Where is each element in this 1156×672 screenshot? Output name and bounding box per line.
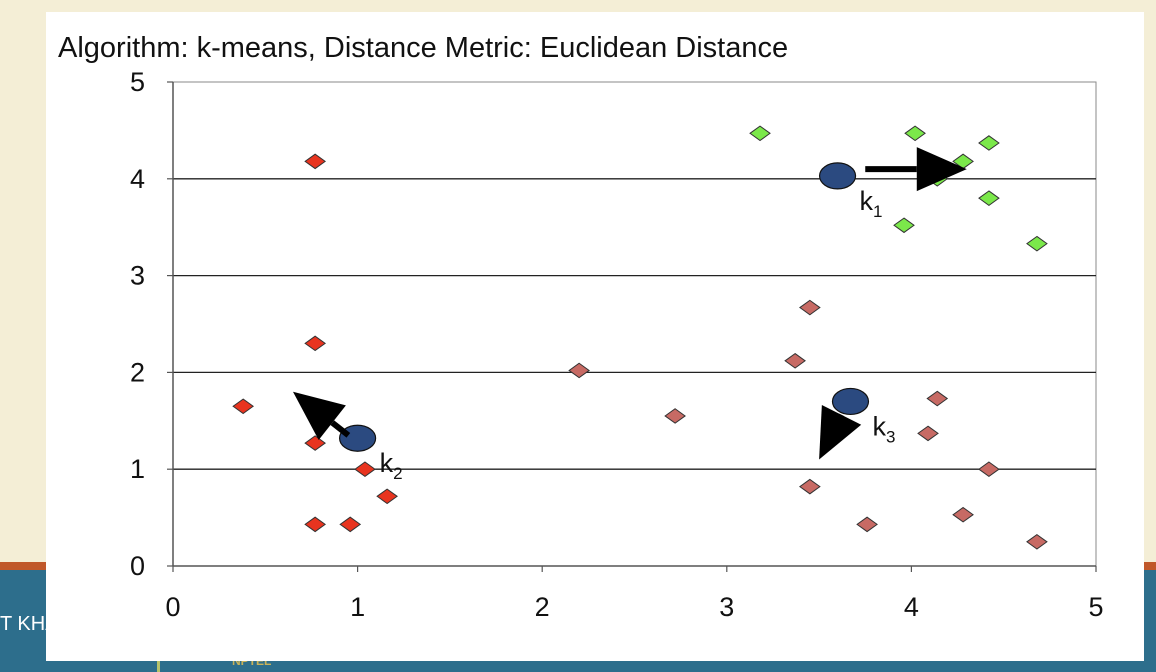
arrow-head <box>292 391 346 440</box>
green-data-point <box>904 125 926 142</box>
x-tick-label: 2 <box>535 592 550 622</box>
y-tick-label: 4 <box>130 164 145 194</box>
brown-data-point <box>799 299 821 316</box>
slide-card: Algorithm: k-means, Distance Metric: Euc… <box>46 12 1144 661</box>
red-data-point <box>232 398 255 415</box>
slide-title: Algorithm: k-means, Distance Metric: Euc… <box>58 32 789 64</box>
red-data-point <box>376 488 398 505</box>
x-tick-label: 3 <box>719 592 734 622</box>
brown-data-point <box>1026 533 1048 550</box>
brown-data-point <box>926 390 949 407</box>
y-tick-label: 0 <box>130 551 145 581</box>
green-data-point <box>1026 235 1048 252</box>
arrow-head <box>819 404 862 460</box>
brown-data-point <box>856 516 878 533</box>
scatter-chart: 0 1 2 3 4 5 0 1 2 3 4 5 k1 k2 k3 <box>130 67 1104 622</box>
red-data-point <box>304 153 326 170</box>
brown-data-point <box>952 506 974 523</box>
centroid-label: k1 <box>860 186 883 221</box>
background-left-text: T KHA <box>0 613 59 635</box>
y-tick-label: 1 <box>130 454 145 484</box>
brown-data-point <box>664 408 686 424</box>
brown-data-point <box>799 478 821 495</box>
red-data-point <box>304 335 326 352</box>
centroid-label: k3 <box>872 411 895 446</box>
centroid-marker <box>818 162 857 190</box>
x-tick-label: 1 <box>350 592 365 622</box>
x-tick-label: 5 <box>1088 592 1103 622</box>
y-tick-label: 2 <box>130 357 145 387</box>
brown-data-point <box>917 425 939 442</box>
green-data-point <box>978 135 1000 151</box>
brown-data-point <box>978 461 1000 478</box>
y-tick-label: 3 <box>130 261 145 291</box>
x-tick-label: 4 <box>904 592 919 622</box>
red-data-point <box>304 435 326 451</box>
red-data-point <box>339 516 362 533</box>
plot-frame <box>172 81 1097 567</box>
brown-data-point <box>784 352 806 369</box>
centroid-label: k2 <box>380 448 403 483</box>
x-tick-label: 0 <box>165 592 180 622</box>
brown-data-point <box>568 362 590 379</box>
red-data-point <box>354 461 376 478</box>
green-data-point <box>893 217 915 234</box>
arrow-shaft <box>330 420 351 438</box>
green-data-point <box>978 190 1000 206</box>
green-data-point <box>749 125 771 142</box>
centroid-marker <box>831 387 870 416</box>
y-tick-label: 5 <box>130 67 145 97</box>
arrow-head <box>916 147 967 192</box>
background-tick-mark <box>157 656 160 672</box>
red-data-point <box>304 516 326 533</box>
